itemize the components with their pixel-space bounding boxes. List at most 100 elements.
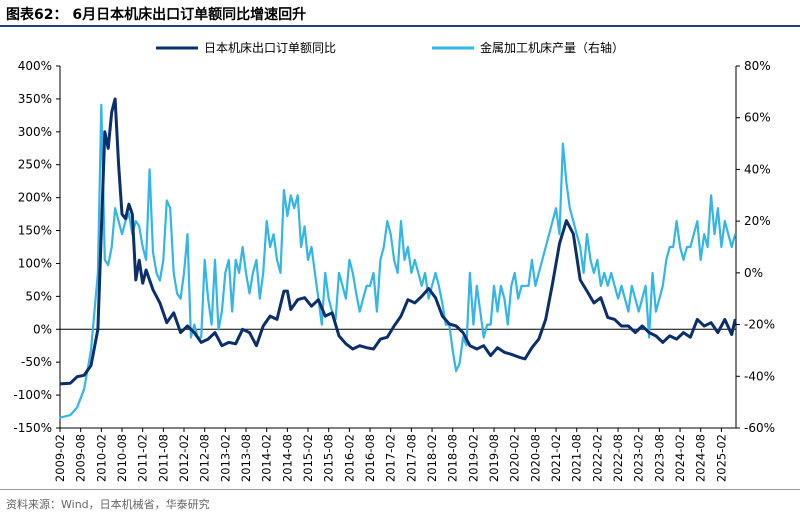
data-point	[555, 207, 557, 209]
data-point	[531, 259, 533, 261]
data-point	[459, 362, 461, 364]
data-point	[152, 251, 154, 253]
y-left-tick-label: -50%	[21, 355, 52, 369]
x-tick-label: 2017-02	[384, 434, 398, 482]
data-point	[669, 246, 671, 248]
data-point	[393, 259, 395, 261]
data-point	[503, 298, 505, 300]
data-point	[524, 285, 526, 287]
data-point	[259, 298, 261, 300]
data-point	[734, 318, 736, 320]
data-point	[338, 335, 340, 337]
y-right-tick-label: -20%	[744, 318, 775, 332]
y-left-tick-label: 200%	[18, 191, 52, 205]
data-point	[445, 324, 447, 326]
data-point	[421, 295, 423, 297]
data-point	[727, 233, 729, 235]
data-point	[620, 285, 623, 287]
data-point	[421, 285, 423, 287]
data-point	[707, 246, 709, 248]
y-right-tick-label: -40%	[744, 369, 775, 383]
data-point	[59, 417, 61, 419]
data-point	[76, 406, 78, 408]
data-point	[569, 207, 571, 209]
data-point	[162, 259, 164, 261]
data-point	[183, 272, 185, 274]
data-point	[379, 338, 381, 340]
data-point	[655, 311, 657, 313]
data-point	[341, 285, 344, 287]
data-point	[207, 298, 209, 300]
data-point	[479, 311, 481, 313]
data-point	[97, 272, 99, 274]
data-point	[703, 325, 705, 327]
data-point	[204, 259, 206, 261]
y-right-tick-label: -60%	[744, 421, 775, 435]
data-point	[372, 272, 375, 274]
data-point	[128, 203, 130, 205]
data-point	[273, 233, 275, 235]
data-point	[638, 311, 640, 313]
data-point	[121, 213, 123, 215]
data-point	[159, 280, 161, 282]
data-point	[124, 218, 127, 220]
data-point	[224, 272, 226, 274]
data-point	[434, 297, 437, 299]
data-point	[734, 233, 736, 235]
data-point	[290, 308, 292, 311]
data-point	[441, 303, 443, 305]
data-point	[720, 246, 723, 248]
data-point	[424, 272, 426, 274]
data-point	[200, 341, 202, 343]
legend-item-metal-output-label: 金属加工机床产量（右轴）	[480, 40, 624, 55]
data-point	[286, 290, 288, 292]
data-point	[524, 358, 526, 360]
data-point	[724, 318, 726, 320]
data-point	[369, 285, 371, 287]
data-point	[242, 246, 244, 248]
data-point	[300, 246, 302, 248]
data-point	[383, 246, 385, 248]
data-point	[538, 338, 540, 340]
data-point	[713, 233, 716, 235]
data-point	[527, 285, 530, 287]
data-point	[314, 272, 316, 274]
data-point	[717, 332, 719, 334]
data-point	[97, 328, 99, 330]
data-point	[410, 272, 412, 274]
data-point	[552, 220, 554, 222]
data-point	[76, 376, 78, 378]
data-point	[83, 388, 85, 390]
data-point	[400, 220, 402, 222]
x-tick-label: 2024-08	[694, 434, 708, 482]
x-tick-label: 2013-08	[239, 434, 253, 482]
data-point	[534, 285, 537, 287]
data-point	[297, 299, 299, 301]
data-point	[662, 285, 664, 287]
y-left-tick-label: 400%	[18, 59, 52, 73]
data-point	[152, 289, 154, 291]
data-point	[483, 345, 485, 347]
data-point	[517, 356, 519, 358]
data-point	[462, 336, 464, 339]
data-point	[493, 285, 495, 287]
data-point	[248, 332, 251, 334]
y-left-tick-label: -150%	[13, 421, 52, 435]
data-point	[648, 332, 650, 334]
x-tick-label: 2012-02	[177, 434, 191, 482]
data-point	[710, 194, 712, 196]
data-point	[600, 285, 602, 287]
data-point	[293, 207, 295, 209]
data-point	[541, 259, 543, 261]
data-point	[469, 272, 471, 274]
data-point	[242, 328, 244, 330]
data-point	[700, 259, 702, 261]
data-point	[107, 147, 109, 149]
data-point	[658, 298, 661, 300]
data-point	[355, 292, 357, 295]
data-point	[545, 318, 547, 320]
data-point	[448, 323, 450, 325]
data-point	[393, 325, 395, 327]
data-point	[655, 335, 657, 337]
data-point	[283, 189, 285, 191]
